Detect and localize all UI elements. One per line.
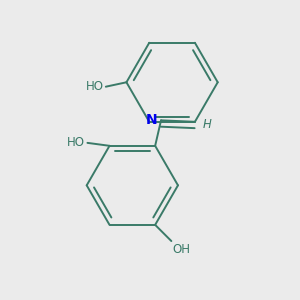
- Text: OH: OH: [172, 243, 190, 256]
- Text: H: H: [203, 118, 212, 131]
- Text: HO: HO: [85, 80, 103, 93]
- Text: N: N: [146, 113, 158, 127]
- Text: HO: HO: [67, 136, 85, 149]
